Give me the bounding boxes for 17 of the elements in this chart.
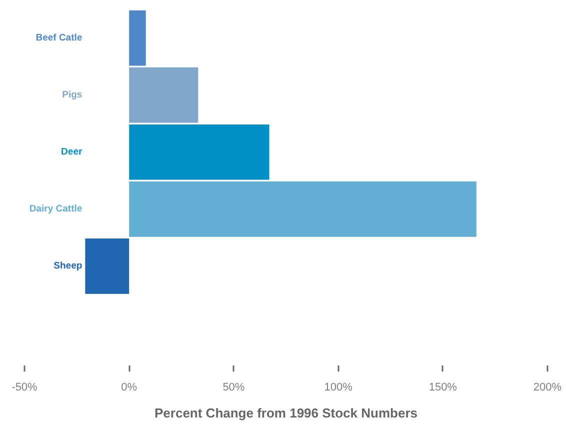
bar xyxy=(129,182,476,237)
bar xyxy=(129,124,270,180)
bar xyxy=(129,10,146,66)
y-tick-label: Sheep xyxy=(54,260,82,272)
y-tick-label: Deer xyxy=(61,146,82,158)
y-tick-label: Dairy Cattle xyxy=(29,204,82,215)
x-tick-label: 200% xyxy=(533,382,562,394)
x-axis-title: Percent Change from 1996 Stock Numbers xyxy=(154,406,418,420)
y-tick-label: Pigs xyxy=(62,90,82,101)
bar xyxy=(85,238,130,294)
x-tick-label: -50% xyxy=(12,382,38,394)
bar xyxy=(129,67,198,123)
x-tick-label: 0% xyxy=(121,382,138,394)
y-tick-label: Beef Catle xyxy=(36,32,82,44)
x-tick-label: 100% xyxy=(324,382,353,394)
x-tick-label: 50% xyxy=(222,382,245,394)
x-tick-label: 150% xyxy=(428,382,458,394)
